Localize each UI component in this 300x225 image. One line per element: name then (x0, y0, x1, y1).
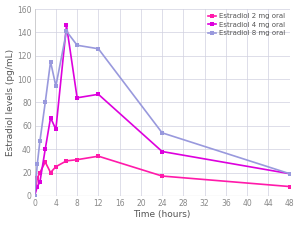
Estradiol 8 mg oral (65, 30, 68, 33)
Estradiol 4 mg oral (160, 150, 164, 153)
Estradiol 4 mg oral (97, 93, 100, 96)
Estradiol 8 mg oral (54, 85, 58, 88)
Estradiol 2 mg oral (33, 195, 36, 197)
Estradiol 2 mg oral (160, 175, 164, 177)
Estradiol 4 mg oral (33, 195, 36, 197)
Estradiol 2 mg oral (54, 165, 58, 168)
Legend: Estradiol 2 mg oral, Estradiol 4 mg oral, Estradiol 8 mg oral: Estradiol 2 mg oral, Estradiol 4 mg oral… (207, 13, 286, 37)
Estradiol 8 mg oral (33, 195, 36, 197)
Estradiol 4 mg oral (54, 128, 58, 131)
Estradiol 2 mg oral (75, 158, 79, 161)
Estradiol 2 mg oral (35, 177, 39, 180)
Y-axis label: Estradiol levels (pg/mL): Estradiol levels (pg/mL) (6, 49, 15, 156)
Estradiol 4 mg oral (35, 185, 39, 188)
Estradiol 8 mg oral (38, 140, 42, 142)
Estradiol 8 mg oral (97, 47, 100, 50)
Estradiol 8 mg oral (35, 163, 39, 166)
Estradiol 2 mg oral (288, 185, 291, 188)
Estradiol 2 mg oral (44, 161, 47, 163)
Estradiol 4 mg oral (49, 116, 52, 119)
Estradiol 8 mg oral (75, 44, 79, 47)
Estradiol 4 mg oral (288, 172, 291, 175)
Estradiol 8 mg oral (44, 101, 47, 104)
Estradiol 4 mg oral (44, 148, 47, 151)
Estradiol 2 mg oral (49, 171, 52, 174)
Line: Estradiol 2 mg oral: Estradiol 2 mg oral (32, 154, 292, 198)
Estradiol 8 mg oral (160, 131, 164, 134)
Estradiol 4 mg oral (75, 97, 79, 99)
Estradiol 2 mg oral (65, 160, 68, 162)
Estradiol 2 mg oral (38, 171, 42, 174)
Line: Estradiol 4 mg oral: Estradiol 4 mg oral (32, 23, 292, 198)
Estradiol 8 mg oral (49, 60, 52, 63)
Estradiol 4 mg oral (65, 24, 68, 27)
Estradiol 2 mg oral (97, 155, 100, 157)
X-axis label: Time (hours): Time (hours) (134, 210, 191, 219)
Line: Estradiol 8 mg oral: Estradiol 8 mg oral (32, 29, 292, 198)
Estradiol 4 mg oral (38, 180, 42, 183)
Estradiol 8 mg oral (288, 172, 291, 175)
